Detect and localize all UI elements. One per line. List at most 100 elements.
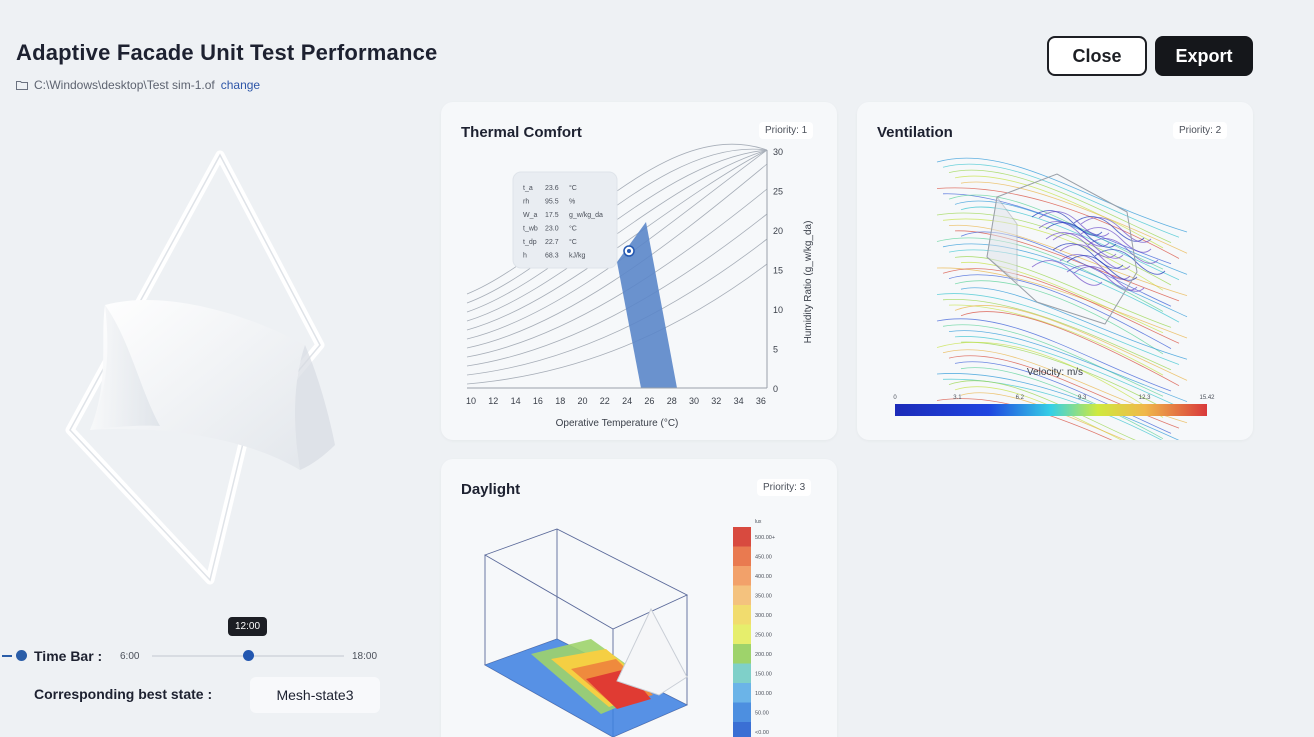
daylight-legend-tick: 450.00: [755, 555, 772, 561]
time-bar-start: 6:00: [120, 650, 140, 662]
psychrometric-chart[interactable]: 10 12 14 16 18 20 22 24 26 28 30 32 34 36 0 5 10 15 20 25 3…: [441, 102, 837, 440]
thermal-x-tick: 22: [600, 396, 610, 406]
tooltip-value: 68.3: [545, 253, 559, 260]
velocity-color-bar: [895, 404, 1207, 416]
daylight-legend-tick: 300.00: [755, 613, 772, 619]
daylight-legend-swatch: [733, 663, 751, 683]
tooltip-unit: °C: [569, 184, 577, 192]
facade-unit-preview[interactable]: [50, 140, 360, 600]
daylight-title: Daylight: [461, 481, 521, 498]
velocity-legend-tick: 3.1: [953, 395, 962, 401]
thermal-x-tick: 30: [689, 396, 699, 406]
daylight-legend-tick: 500.00+: [755, 535, 775, 541]
export-button[interactable]: Export: [1155, 36, 1253, 76]
file-path: C:\Windows\desktop\Test sim-1.of: [34, 78, 215, 92]
tooltip-unit: g_w/kg_da: [569, 212, 603, 219]
psychro-tooltip: t_a 23.6 °C rh 95.5 % W_a 17.5 g_w/kg_da t_wb 23.0…: [512, 171, 618, 269]
daylight-legend-swatch: [733, 683, 751, 703]
thermal-comfort-card: Thermal Comfort Priority: 1 10 12 14 16 18 20…: [441, 102, 837, 440]
time-bar-marker-line: [2, 655, 12, 657]
daylight-legend-swatch: [733, 644, 751, 664]
daylight-legend-swatch: [733, 585, 751, 605]
thermal-x-tick: 14: [511, 396, 521, 406]
thermal-y-tick: 5: [773, 345, 778, 355]
velocity-legend-tick: 15.42: [1199, 395, 1215, 401]
tooltip-key: h: [523, 253, 527, 260]
close-button[interactable]: Close: [1047, 36, 1147, 76]
tooltip-value: 22.7: [545, 239, 559, 246]
daylight-legend-swatch: [733, 702, 751, 722]
daylight-legend-tick: 250.00: [755, 633, 772, 639]
daylight-legend-tick: 50.00: [755, 711, 769, 717]
page-title: Adaptive Facade Unit Test Performance: [16, 40, 438, 65]
thermal-x-tick: 36: [756, 396, 766, 406]
daylight-legend-swatch: [733, 527, 751, 547]
change-path-link[interactable]: change: [220, 78, 261, 92]
tooltip-unit: kJ/kg: [569, 253, 585, 260]
thermal-x-tick: 32: [711, 396, 721, 406]
comfort-zone: [617, 222, 677, 388]
daylight-legend-tick: 150.00: [755, 672, 772, 678]
folder-icon: [16, 81, 28, 90]
thermal-x-tick: 16: [533, 396, 543, 406]
thermal-x-tick: 10: [466, 396, 476, 406]
tooltip-unit: °C: [569, 238, 577, 246]
time-bar-marker-dot: [16, 650, 27, 661]
velocity-legend-tick: 6.2: [1016, 395, 1025, 401]
ventilation-card: Ventilation Priority: 2 Velocity: m/s 0 3…: [857, 102, 1253, 440]
velocity-legend-tick: 0: [893, 395, 897, 401]
daylight-legend-tick: 350.00: [755, 594, 772, 600]
ventilation-streamlines[interactable]: Velocity: m/s 0 3.1 6.2 9.3 12.3 15.42: [857, 102, 1253, 440]
thermal-priority-badge: Priority: 1: [759, 122, 814, 139]
daylight-legend-swatch: [733, 722, 751, 737]
best-state-label: Corresponding best state :: [34, 686, 213, 702]
thermal-y-tick: 30: [773, 147, 783, 157]
tooltip-value: 17.5: [545, 212, 559, 219]
best-state-value[interactable]: Mesh-state3: [250, 677, 380, 713]
thermal-x-tick: 26: [644, 396, 654, 406]
ventilation-title: Ventilation: [877, 124, 953, 141]
daylight-legend-tick: <0.00: [755, 730, 769, 736]
tooltip-value: 95.5: [545, 199, 559, 206]
time-bar: Time Bar : 6:00 12:00 18:00: [0, 617, 400, 668]
time-bar-label: Time Bar :: [34, 648, 103, 664]
time-bar-tooltip: 12:00: [228, 617, 268, 636]
daylight-legend-unit: lux: [755, 519, 762, 525]
thermal-y-tick: 10: [773, 305, 783, 315]
tooltip-unit: °C: [569, 225, 577, 233]
daylight-priority-badge: Priority: 3: [757, 479, 812, 496]
time-bar-handle[interactable]: [242, 650, 254, 661]
daylight-illuminance-view[interactable]: lux 500.00+ 450.00 400.00 350.00 300.00 250.00…: [441, 459, 837, 737]
tooltip-key: W_a: [523, 212, 538, 219]
thermal-x-tick: 20: [577, 396, 587, 406]
daylight-legend-tick: 200.00: [755, 652, 772, 658]
velocity-legend-tick: 12.3: [1139, 395, 1151, 401]
velocity-legend-tick: 9.3: [1078, 395, 1087, 401]
thermal-x-tick: 24: [622, 396, 632, 406]
daylight-legend-swatch: [733, 624, 751, 644]
thermal-y-tick: 15: [773, 266, 783, 276]
tooltip-unit: %: [569, 199, 575, 206]
daylight-legend-tick: 100.00: [755, 691, 772, 697]
thermal-x-axis-label: Operative Temperature (°C): [556, 418, 679, 429]
tooltip-key: t_wb: [523, 226, 538, 233]
time-bar-end: 18:00: [352, 650, 378, 662]
tooltip-key: t_dp: [523, 239, 537, 246]
daylight-legend-swatch: [733, 546, 751, 566]
daylight-legend-swatch: [733, 605, 751, 625]
thermal-x-tick: 34: [734, 396, 744, 406]
daylight-card: Daylight Priority: 3 lux 500.00+ 450.00 400…: [441, 459, 837, 737]
daylight-legend-swatch: [733, 566, 751, 586]
tooltip-value: 23.6: [545, 185, 559, 192]
tooltip-key: rh: [523, 199, 529, 206]
thermal-x-tick: 28: [667, 396, 677, 406]
tooltip-key: t_a: [523, 185, 533, 192]
thermal-x-tick: 12: [488, 396, 498, 406]
thermal-x-tick: 18: [555, 396, 565, 406]
thermal-y-tick: 20: [773, 226, 783, 236]
thermal-y-axis-label: Humidity Ratio (g_w/kg_da): [803, 221, 814, 344]
file-path-row: C:\Windows\desktop\Test sim-1.of change: [16, 78, 260, 92]
ventilation-priority-badge: Priority: 2: [1173, 122, 1228, 139]
thermal-y-tick: 25: [773, 187, 783, 197]
tooltip-value: 23.0: [545, 226, 559, 233]
